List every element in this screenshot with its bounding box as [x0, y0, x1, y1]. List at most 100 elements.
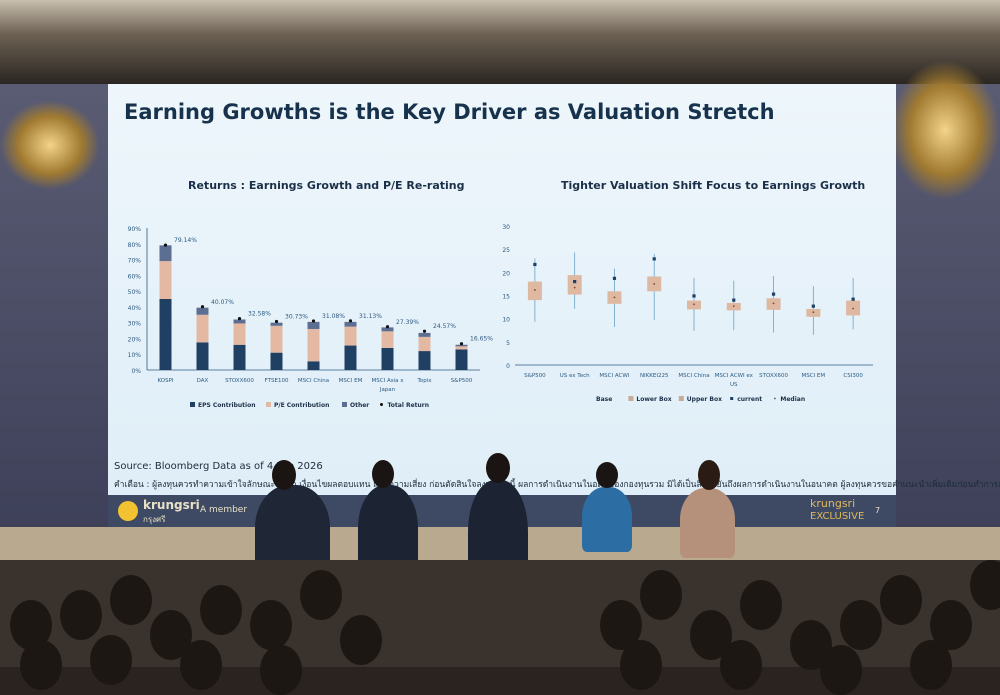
legend-label: Median [780, 396, 805, 403]
audience-member [20, 640, 62, 690]
x-tick-label: MSCI EM [339, 378, 363, 384]
bar-eps-contribution [344, 345, 357, 370]
audience-member [720, 640, 762, 690]
bar-eps-contribution [307, 361, 320, 370]
box [567, 275, 582, 295]
bar-eps-contribution [159, 299, 172, 370]
x-tick-label: Topix [416, 378, 432, 384]
y-tick-label: 50% [128, 289, 142, 296]
legend-label: Other [350, 402, 369, 409]
panelist-3-head [486, 453, 510, 483]
audience-member [970, 560, 1000, 610]
y-tick-label: 25 [502, 247, 510, 254]
bar-other [270, 322, 283, 326]
ceiling [0, 0, 1000, 84]
total-return-point [237, 316, 242, 321]
y-tick-label: 30% [128, 321, 142, 328]
x-tick-label: S&P500 [524, 373, 546, 379]
legend-marker [380, 403, 383, 406]
legend-label: EPS Contribution [198, 402, 255, 409]
x-tick-label: MSCI Asia x [372, 378, 405, 384]
bar-eps-contribution [455, 349, 468, 370]
y-tick-label: 0 [506, 363, 510, 370]
y-tick-label: 60% [128, 273, 142, 280]
median-point [533, 289, 536, 291]
bar-eps-contribution [418, 351, 431, 370]
median-point [573, 286, 576, 289]
median-point [653, 283, 656, 285]
bar-eps-contribution [270, 352, 283, 370]
footer-brand: krungsri [143, 498, 200, 512]
legend-swatch [190, 402, 195, 407]
current-point [573, 280, 577, 284]
data-label: 31.08% [322, 313, 345, 320]
bar-p-e-contribution [196, 314, 209, 343]
total-return-point [459, 342, 464, 346]
panelist-5 [680, 488, 735, 558]
panelist-4-head [596, 462, 618, 488]
bar-other [344, 321, 357, 327]
x-tick-label: MSCI China [298, 378, 329, 384]
audience-member [820, 645, 862, 695]
x-tick-label: MSCI China [678, 373, 709, 379]
legend-swatch [678, 396, 684, 401]
disclaimer: คำเตือน : ผู้ลงทุนควรทำความเข้าใจลักษณะส… [114, 480, 1000, 490]
footer-brand-thai: กรุงศรี [143, 515, 166, 524]
total-return-point [163, 243, 168, 247]
y-tick-label: 5 [506, 340, 510, 347]
data-label: 30.73% [285, 314, 308, 321]
audience-member [840, 600, 882, 650]
presentation-slide: Earning Growths is the Key Driver as Val… [108, 84, 1000, 495]
audience-member [300, 570, 342, 620]
y-tick-label: 90% [128, 226, 142, 233]
footer-member: A member [200, 505, 248, 515]
box [527, 281, 542, 301]
x-tick-label: Japan [379, 387, 396, 393]
left-chart-title: Returns : Earnings Growth and P/E Re-rat… [188, 179, 465, 192]
legend-marker [730, 397, 734, 400]
audience-member [110, 575, 152, 625]
x-tick-label: US [730, 382, 738, 388]
source-note: Source: Bloomberg Data as of 4 Feb 2026 [114, 461, 323, 472]
x-tick-label: NIKKEI225 [640, 373, 669, 379]
chandelier-right [890, 60, 1000, 200]
krungsri-logo-icon [118, 501, 138, 521]
data-label: 79.14% [174, 237, 197, 244]
bar-eps-contribution [381, 347, 394, 370]
audience-member [740, 580, 782, 630]
right-chart-title: Tighter Valuation Shift Focus to Earning… [561, 179, 866, 192]
bar-other [196, 307, 209, 315]
median-point [613, 296, 616, 299]
x-tick-label: FTSE100 [265, 378, 289, 384]
y-tick-label: 0% [131, 368, 141, 375]
chandelier-left [0, 100, 100, 190]
charts-canvas: 0% 10% 20% 30% 40% 50% 60% 70% 80% 90% 79.14% KOSPI… [128, 224, 873, 409]
audience-member [180, 640, 222, 690]
median-point [852, 307, 855, 310]
legend-swatch [266, 402, 271, 407]
total-return-point [200, 305, 205, 309]
bar-p-e-contribution [233, 323, 246, 345]
bar-other [233, 319, 246, 324]
y-tick-label: 20% [128, 336, 142, 343]
audience-member [340, 615, 382, 665]
y-tick-label: 20 [502, 270, 510, 277]
legend-label: Lower Box [636, 396, 671, 403]
y-tick-label: 10% [128, 352, 142, 359]
current-point [533, 262, 537, 267]
panelist-2-head [372, 460, 394, 488]
total-return-point [385, 325, 390, 329]
legend-label: P/E Contribution [274, 402, 329, 409]
current-point [652, 257, 656, 261]
slide-title: Earning Growths is the Key Driver as Val… [124, 100, 775, 124]
bar-p-e-contribution [270, 325, 283, 353]
bar-p-e-contribution [159, 261, 172, 299]
bar-eps-contribution [196, 342, 209, 370]
current-point [811, 304, 815, 308]
panelist-4 [582, 487, 632, 552]
audience-member [60, 590, 102, 640]
x-tick-label: DAX [197, 378, 209, 384]
legend-label: Base [596, 396, 612, 403]
audience-member [910, 640, 952, 690]
total-return-point [311, 319, 316, 323]
